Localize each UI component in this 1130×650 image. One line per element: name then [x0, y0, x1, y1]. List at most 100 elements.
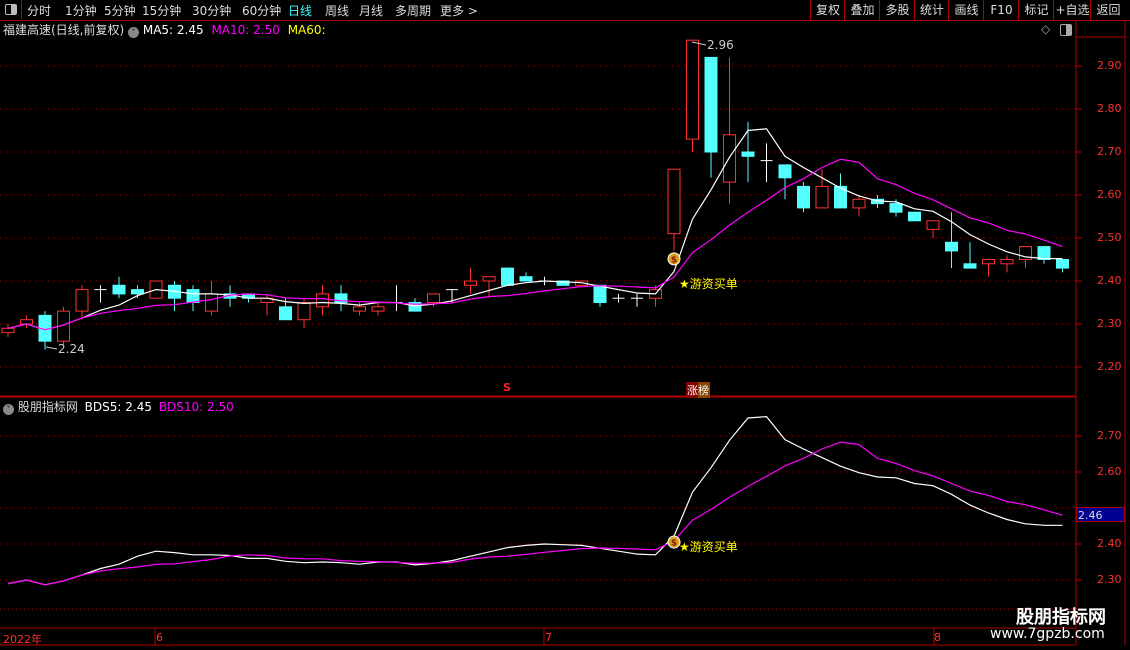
- date-axis-label: 6: [156, 631, 163, 644]
- panel-icon: [5, 4, 17, 15]
- y-tick-label: 2.20: [1097, 360, 1122, 373]
- candle-body: [1037, 246, 1051, 261]
- candle-body: [982, 259, 995, 265]
- chevron-down-icon[interactable]: ˅: [128, 27, 140, 38]
- candle-body: [279, 306, 292, 321]
- candle-body: [20, 319, 33, 325]
- candle-body: [112, 284, 126, 295]
- period-tab-1[interactable]: 1分钟: [65, 4, 97, 18]
- bds10-label: BDS10: 2.50: [158, 400, 234, 414]
- candle-body: [593, 284, 607, 303]
- toolbar-button-7[interactable]: +自选: [1053, 0, 1091, 20]
- period-tab-4[interactable]: 30分钟: [192, 4, 232, 18]
- y-tick-label: 2.60: [1097, 188, 1122, 201]
- candle-body: [316, 293, 329, 308]
- bds5-label: BDS5: 2.45: [84, 400, 152, 414]
- ma60-label: MA60:: [287, 23, 326, 37]
- period-tab-0[interactable]: 分时: [27, 4, 52, 18]
- y-tick-label: 2.70: [1097, 145, 1122, 158]
- high-arrow-icon: [691, 41, 707, 46]
- candle-body: [371, 306, 385, 312]
- period-tab-6[interactable]: 日线: [288, 4, 313, 18]
- stock-title: 福建高速(日线,前复权): [3, 23, 125, 37]
- date-axis-label: 8: [934, 631, 941, 644]
- indicator-y-tick-label: 2.30: [1097, 573, 1122, 586]
- ma5-line: [7, 128, 1063, 331]
- candle-body: [908, 211, 921, 222]
- candle-body: [556, 280, 570, 286]
- low-arrow-icon: [45, 346, 58, 350]
- candle-body: [1056, 259, 1069, 269]
- candle-body: [723, 134, 736, 183]
- chevron-down-icon[interactable]: ˅: [3, 404, 14, 415]
- candle-body: [353, 306, 366, 312]
- candle-body: [778, 164, 792, 179]
- toolbar-button-6[interactable]: 标记: [1018, 0, 1054, 20]
- candle-body: [797, 185, 810, 209]
- period-tab-2[interactable]: 5分钟: [104, 4, 136, 18]
- candle-body: [945, 241, 958, 252]
- high-price-note: 2.96: [707, 38, 734, 52]
- money-bag-icon: [667, 535, 681, 549]
- toolbar-button-5[interactable]: F10: [983, 0, 1019, 20]
- y-tick-label: 2.30: [1097, 317, 1122, 330]
- candle-body: [1000, 259, 1014, 265]
- candle-body: [75, 289, 89, 312]
- toolbar-button-8[interactable]: 返回: [1090, 0, 1126, 20]
- candle-body: [889, 203, 903, 213]
- indicator-signal-label: ★游资买单: [679, 540, 738, 554]
- candle-body: [834, 185, 847, 209]
- low-price-note: 2.24: [58, 342, 85, 356]
- toolbar-button-2[interactable]: 多股: [879, 0, 915, 20]
- y-tick-label: 2.40: [1097, 274, 1122, 287]
- candle-body: [963, 263, 977, 269]
- candle-body: [482, 276, 496, 282]
- candle-body: [1, 327, 15, 334]
- toolbar-button-0[interactable]: 复权: [810, 0, 845, 20]
- candle-body: [464, 280, 477, 286]
- indicator-title: 股朋指标网: [17, 400, 78, 414]
- candle-body: [334, 293, 348, 303]
- candle-body: [205, 293, 218, 312]
- candle-body: [408, 302, 422, 312]
- ma5-label: MA5: 2.45: [142, 23, 204, 37]
- layout-toggle-button[interactable]: [0, 0, 22, 19]
- marker-s[interactable]: S: [503, 381, 511, 394]
- toolbar-button-3[interactable]: 统计: [914, 0, 949, 20]
- candle-body: [519, 276, 533, 282]
- money-bag-icon: [667, 252, 681, 266]
- period-tab-8[interactable]: 月线: [359, 4, 384, 18]
- toolbar-button-4[interactable]: 画线: [948, 0, 984, 20]
- money-bag-icon: $: [671, 255, 677, 265]
- indicator-panel-title: ˅ 股朋指标网 BDS5: 2.45 BDS10: 2.50: [3, 398, 234, 415]
- candle-body: [815, 185, 829, 209]
- candle-body: [686, 39, 699, 140]
- period-tab-9[interactable]: 多周期: [395, 4, 432, 18]
- period-tab-5[interactable]: 60分钟: [242, 4, 282, 18]
- indicator-y-tick-label: 2.40: [1097, 537, 1122, 550]
- panel-icon[interactable]: [1060, 24, 1072, 36]
- candle-body: [852, 198, 866, 209]
- period-tab-3[interactable]: 15分钟: [142, 4, 182, 18]
- y-tick-label: 2.90: [1097, 59, 1122, 72]
- diamond-icon[interactable]: ◇: [1041, 22, 1051, 36]
- bds10-line: [7, 441, 1063, 586]
- candle-body: [427, 293, 440, 303]
- watermark-name: 股朋指标网: [1016, 607, 1106, 628]
- y-tick-label: 2.80: [1097, 102, 1122, 115]
- candle-body: [667, 168, 681, 235]
- bds5-line: [7, 415, 1063, 586]
- marker-zhangbang[interactable]: 涨榜: [686, 382, 710, 398]
- period-tab-10[interactable]: 更多 >: [440, 4, 478, 18]
- y-tick-label: 2.50: [1097, 231, 1122, 244]
- toolbar-button-1[interactable]: 叠加: [844, 0, 880, 20]
- date-axis-label: 7: [545, 631, 552, 644]
- ma10-line: [7, 158, 1063, 331]
- main-panel-title: 福建高速(日线,前复权) ˅ MA5: 2.45 MA10: 2.50 MA60…: [3, 21, 326, 38]
- toolbar: [0, 0, 1130, 21]
- period-tab-7[interactable]: 周线: [325, 4, 350, 18]
- current-value-box: 2.46: [1076, 507, 1125, 522]
- money-bag-icon: $: [671, 539, 677, 549]
- candle-body: [926, 220, 940, 230]
